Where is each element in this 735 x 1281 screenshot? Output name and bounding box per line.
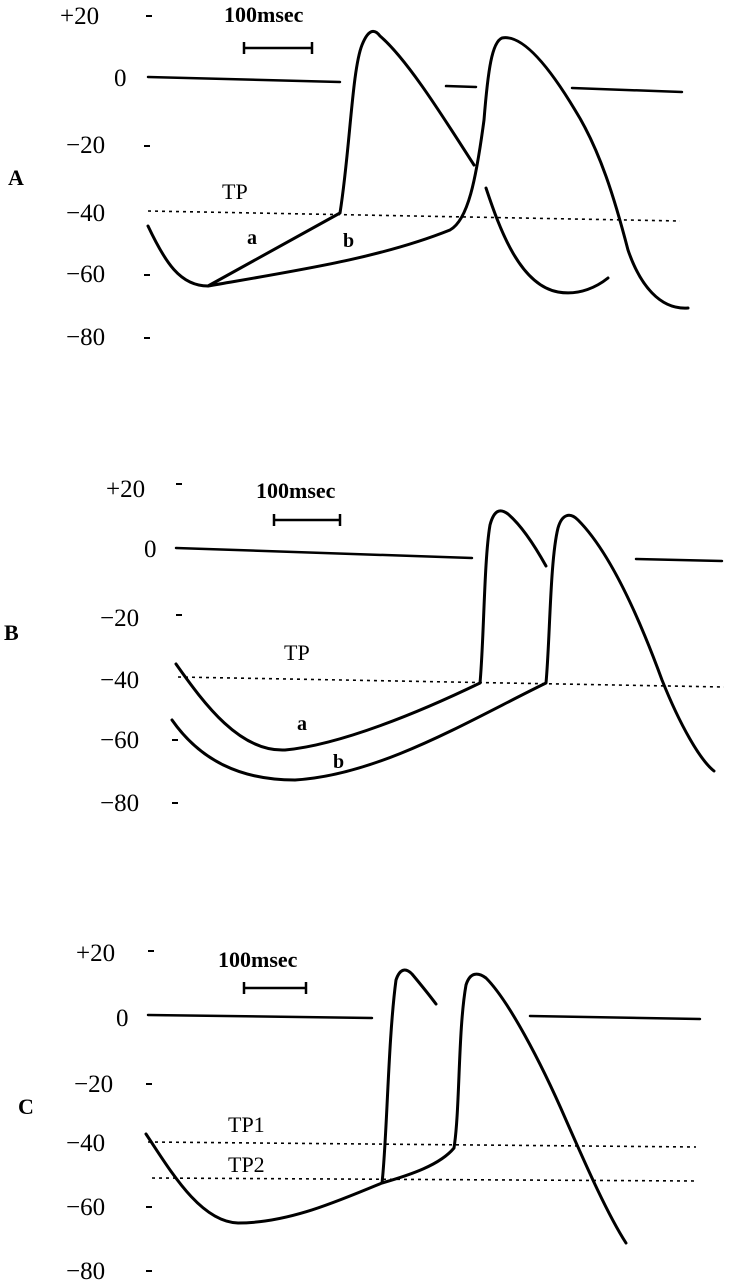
- curve-label-a: a: [247, 227, 257, 249]
- action-potential-trace-b: [206, 36, 690, 310]
- zero-potential-line: [570, 86, 684, 94]
- y-tick-label: −20: [74, 1071, 113, 1098]
- y-tick-label: −40: [100, 667, 139, 694]
- y-tick-label: −40: [66, 200, 105, 227]
- y-tick-label: −80: [66, 324, 105, 351]
- y-tick-label: 0: [114, 65, 127, 92]
- zero-potential-line: [146, 1013, 374, 1020]
- action-potential-trace-tp2: [380, 972, 628, 1245]
- zero-potential-line: [528, 1014, 702, 1021]
- y-tick-label: −60: [66, 261, 105, 288]
- panel-a: A +20 0 −20 −40 −60 −80 100msec TP a b: [8, 2, 690, 351]
- panel-c: C +20 0 −20 −40 −60 −80 100msec TP1 TP2: [18, 940, 702, 1281]
- y-tick-label: −60: [66, 1194, 105, 1221]
- y-tick-label: 0: [116, 1005, 129, 1032]
- threshold-line: [147, 210, 681, 222]
- y-tick-label: +20: [60, 3, 99, 30]
- curve-label-b: b: [343, 230, 354, 252]
- threshold-label-1: TP1: [228, 1112, 265, 1137]
- panel-label-c: C: [18, 1094, 34, 1119]
- threshold-label: TP: [222, 179, 248, 204]
- zero-potential-line: [634, 557, 724, 563]
- scale-bar-label: 100msec: [224, 2, 304, 27]
- threshold-label: TP: [284, 640, 310, 665]
- panel-c-y-axis: +20 0 −20 −40 −60 −80: [66, 940, 154, 1281]
- threshold-label-2: TP2: [228, 1152, 265, 1177]
- curve-label-a: a: [297, 713, 307, 735]
- y-tick-label: −20: [100, 605, 139, 632]
- threshold-line: [177, 676, 725, 688]
- action-potential-trace-a: [146, 29, 476, 288]
- y-tick-label: +20: [76, 940, 115, 967]
- y-tick-label: −80: [66, 1258, 105, 1281]
- panel-b-y-axis: +20 0 −20 −40 −60 −80: [100, 476, 182, 817]
- panel-label-a: A: [8, 165, 24, 190]
- action-potential-trace-a: [174, 509, 548, 752]
- zero-potential-line: [146, 75, 342, 84]
- scale-bar-label: 100msec: [256, 478, 336, 503]
- panel-b: B +20 0 −20 −40 −60 −80 100msec TP a b: [4, 476, 725, 817]
- threshold-line-1: [147, 1141, 697, 1148]
- y-tick-label: +20: [106, 476, 145, 503]
- scale-bar: [242, 982, 308, 994]
- repolarization-trace-a: [484, 186, 610, 295]
- zero-potential-line: [444, 84, 478, 89]
- zero-potential-line: [174, 546, 474, 560]
- scale-bar-label: 100msec: [218, 947, 298, 972]
- scale-bar: [272, 514, 342, 526]
- action-potential-trace-b: [170, 513, 716, 782]
- y-tick-label: 0: [144, 536, 157, 563]
- threshold-line-2: [151, 1177, 697, 1182]
- y-tick-label: −20: [66, 132, 105, 159]
- scale-bar: [242, 42, 314, 54]
- curve-label-b: b: [333, 751, 344, 773]
- y-tick-label: −40: [66, 1130, 105, 1157]
- y-tick-label: −80: [100, 790, 139, 817]
- panel-a-y-axis: +20 0 −20 −40 −60 −80: [60, 3, 152, 351]
- action-potential-trace-tp1: [144, 968, 438, 1225]
- panel-label-b: B: [4, 620, 19, 645]
- y-tick-label: −60: [100, 727, 139, 754]
